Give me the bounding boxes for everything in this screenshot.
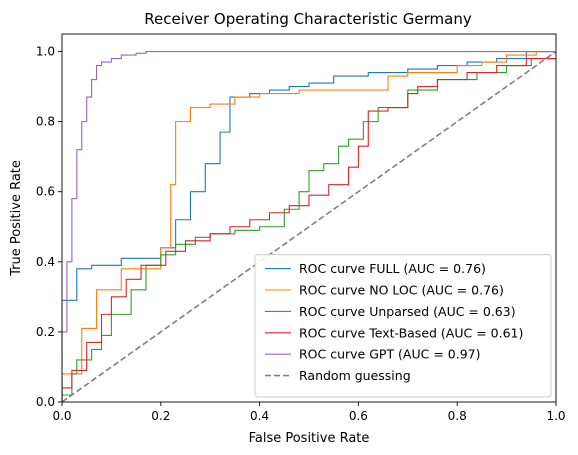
y-axis: 0.0 0.2 0.4 0.6 0.8 1.0 xyxy=(36,45,62,409)
x-tick-label: 0.6 xyxy=(349,409,368,423)
legend-label: Random guessing xyxy=(299,368,411,383)
legend: ROC curve FULL (AUC = 0.76) ROC curve NO … xyxy=(255,255,551,397)
x-axis-label: False Positive Rate xyxy=(249,431,370,446)
y-tick-label: 0.8 xyxy=(36,115,55,129)
x-tick-label: 0.2 xyxy=(151,409,170,423)
y-axis-label: True Positive Rate xyxy=(9,160,24,277)
x-tick-label: 1.0 xyxy=(546,409,565,423)
y-tick-label: 0.0 xyxy=(36,395,55,409)
legend-label: ROC curve FULL (AUC = 0.76) xyxy=(299,261,486,276)
legend-label: ROC curve Unparsed (AUC = 0.63) xyxy=(299,304,516,319)
x-tick-label: 0.0 xyxy=(52,409,71,423)
y-tick-label: 0.2 xyxy=(36,325,55,339)
y-tick-label: 0.4 xyxy=(36,255,55,269)
y-tick-label: 0.6 xyxy=(36,185,55,199)
x-axis: 0.0 0.2 0.4 0.6 0.8 1.0 xyxy=(52,402,565,423)
y-tick-label: 1.0 xyxy=(36,45,55,59)
legend-label: ROC curve Text-Based (AUC = 0.61) xyxy=(299,325,523,340)
chart-title: Receiver Operating Characteristic German… xyxy=(144,10,472,28)
legend-label: ROC curve NO LOC (AUC = 0.76) xyxy=(299,283,504,298)
legend-label: ROC curve GPT (AUC = 0.97) xyxy=(299,347,481,362)
x-tick-label: 0.8 xyxy=(448,409,467,423)
x-tick-label: 0.4 xyxy=(250,409,269,423)
